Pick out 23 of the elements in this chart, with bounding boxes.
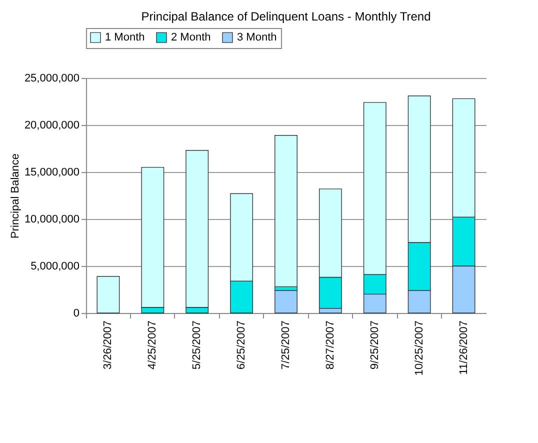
y-tick-label: 5,000,000: [30, 260, 80, 272]
bar: [274, 134, 298, 288]
legend-label: 1 Month: [105, 32, 145, 44]
legend-label: 3 Month: [237, 32, 277, 44]
x-tick-label: 8/27/2007: [324, 320, 336, 370]
x-tick-label: 11/26/2007: [458, 320, 470, 375]
x-tick-label: 4/25/2007: [146, 320, 159, 370]
x-tick-label: 9/25/2007: [368, 320, 381, 370]
x-tick-label: 6/25/2007: [236, 320, 248, 370]
y-tick-label: 15,000,000: [24, 166, 80, 178]
y-tick-label: 0: [73, 308, 80, 320]
y-tick-label: 20,000,000: [24, 120, 80, 132]
y-axis-title: Principal Balance: [9, 154, 22, 238]
bar: [274, 290, 298, 314]
x-tick-label: 5/25/2007: [191, 320, 204, 370]
y-tick-label: 10,000,000: [24, 214, 80, 226]
x-tick-label: 7/25/2007: [280, 320, 292, 370]
chart-title: Principal Balance of Delinquent Loans - Monthly Trend: [141, 10, 431, 24]
x-tick-label: 3/26/2007: [102, 320, 114, 370]
x-tick-label: 10/25/2007: [413, 320, 426, 376]
legend-label: 2 Month: [171, 32, 211, 44]
bar: [96, 276, 120, 314]
y-tick-label: 25,000,000: [24, 72, 80, 84]
